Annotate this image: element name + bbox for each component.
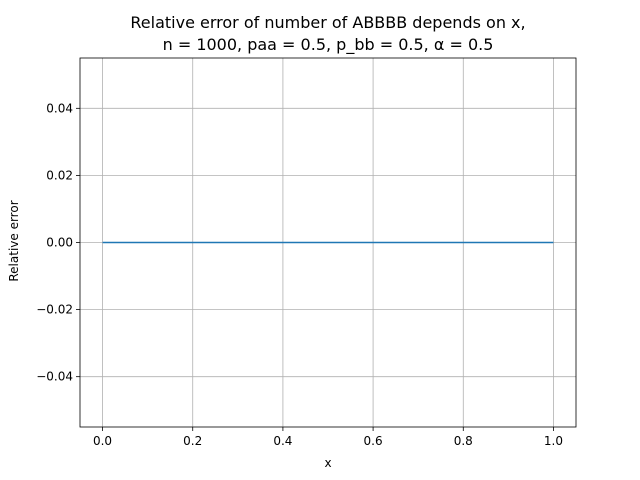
chart-title: Relative error of number of ABBBB depend… xyxy=(130,13,525,55)
x-tick-label-3: 0.6 xyxy=(364,434,383,448)
chart-title-line-1: Relative error of number of ABBBB depend… xyxy=(130,13,525,32)
y-axis-label: Relative error xyxy=(7,200,21,281)
y-tick-label-0: 0.04 xyxy=(46,101,73,115)
y-tick-label-2: 0.00 xyxy=(46,236,73,250)
x-tick-label-5: 1.0 xyxy=(544,434,563,448)
x-tick-label-0: 0.0 xyxy=(93,434,112,448)
x-tick-label-1: 0.2 xyxy=(183,434,202,448)
y-tick-label-4: −0.04 xyxy=(36,370,73,384)
y-tick-label-3: −0.02 xyxy=(36,303,73,317)
x-axis-label: x xyxy=(324,456,331,470)
x-tick-label-2: 0.4 xyxy=(273,434,292,448)
y-tick-label-1: 0.02 xyxy=(46,168,73,182)
x-tick-label-4: 0.8 xyxy=(454,434,473,448)
chart-title-line-2: n = 1000, paa = 0.5, p_bb = 0.5, α = 0.5 xyxy=(163,35,494,55)
ticks: 0.0 0.2 0.4 0.6 0.8 1.0 0.04 0.02 0.00 −0.02 −0.04 xyxy=(36,101,563,448)
